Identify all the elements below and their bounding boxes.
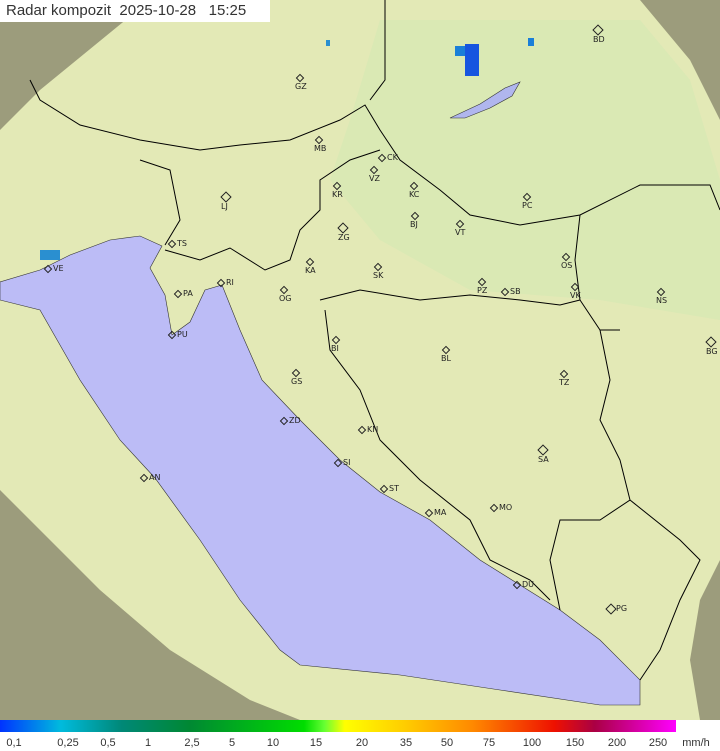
radar-echo [465,44,479,76]
city-label: PZ [477,286,488,295]
legend-label: 50 [440,737,454,749]
legend-label: 2,5 [184,737,200,749]
city-label: ZD [289,416,301,425]
radar-echo [528,38,534,46]
title-text: Radar kompozit [6,2,112,19]
legend-label: 0,25 [57,737,79,749]
legend-label: 250 [648,737,668,749]
lake-balaton [449,81,521,119]
legend-color-scale [0,720,676,732]
city-label: VK [570,291,581,300]
city-label: SI [343,458,351,467]
legend-label: 20 [355,737,369,749]
radar-echoes [40,38,534,260]
city-label: VT [455,228,466,237]
city-label: PU [177,330,188,339]
radar-echo [455,46,465,56]
city-label: DU [522,580,535,589]
city-label: BD [593,35,605,44]
city-label: KC [409,190,420,199]
city-label: OS [561,261,573,270]
city-label: OG [279,294,292,303]
city-label: MA [434,508,447,517]
city-label: VZ [369,174,380,183]
map-title: Radar kompozit 2025-10-28 15:25 [0,0,270,22]
city-label: NS [656,296,668,305]
legend-label: 35 [399,737,413,749]
city-label: RI [226,278,234,287]
radar-echo [40,250,60,260]
legend-label: 1 [144,737,152,749]
city-label: MO [499,503,513,512]
legend-label: 150 [565,737,585,749]
city-label: GS [291,377,303,386]
city-label: TS [177,239,187,248]
city-label: TZ [559,378,570,387]
lowland-area [330,20,720,320]
city-label: BJ [410,220,418,229]
legend-label: 100 [522,737,542,749]
legend-label: 15 [309,737,323,749]
city-label: GZ [295,82,307,91]
city-label: PG [616,604,628,613]
city-label: BI [331,344,339,353]
city-label: SA [538,455,549,464]
city-label: LJ [221,202,228,211]
city-label: BG [706,347,718,356]
legend-label: 10 [266,737,280,749]
radar-echo [326,40,330,46]
legend-label: 0,1 [6,737,22,749]
legend-label: 200 [607,737,627,749]
city-label: ZG [338,233,350,242]
legend-unit: mm/h [682,737,710,749]
city-label: AN [149,473,161,482]
city-label: SB [510,287,521,296]
city-label: VE [53,264,64,273]
precipitation-legend: 0,1 0,25 0,5 1 2,5 5 10 15 20 35 50 75 100 150 200 250 … [0,720,720,751]
radar-map [0,0,720,721]
legend-label: 5 [228,737,236,749]
city-label: PC [522,201,533,210]
country-borders [29,0,720,681]
city-label: PA [183,289,193,298]
city-label: KR [332,190,343,199]
city-label: KN [367,425,379,434]
title-date: 2025-10-28 [119,2,197,19]
city-label: BL [441,354,451,363]
title-time: 15:25 [208,2,247,19]
legend-label: 0,5 [100,737,116,749]
city-label: CK [387,153,398,162]
city-label: KA [305,266,316,275]
city-label: ST [389,484,399,493]
city-label: MB [314,144,327,153]
legend-label: 75 [482,737,496,749]
adriatic-sea [0,235,641,706]
city-label: SK [373,271,384,280]
